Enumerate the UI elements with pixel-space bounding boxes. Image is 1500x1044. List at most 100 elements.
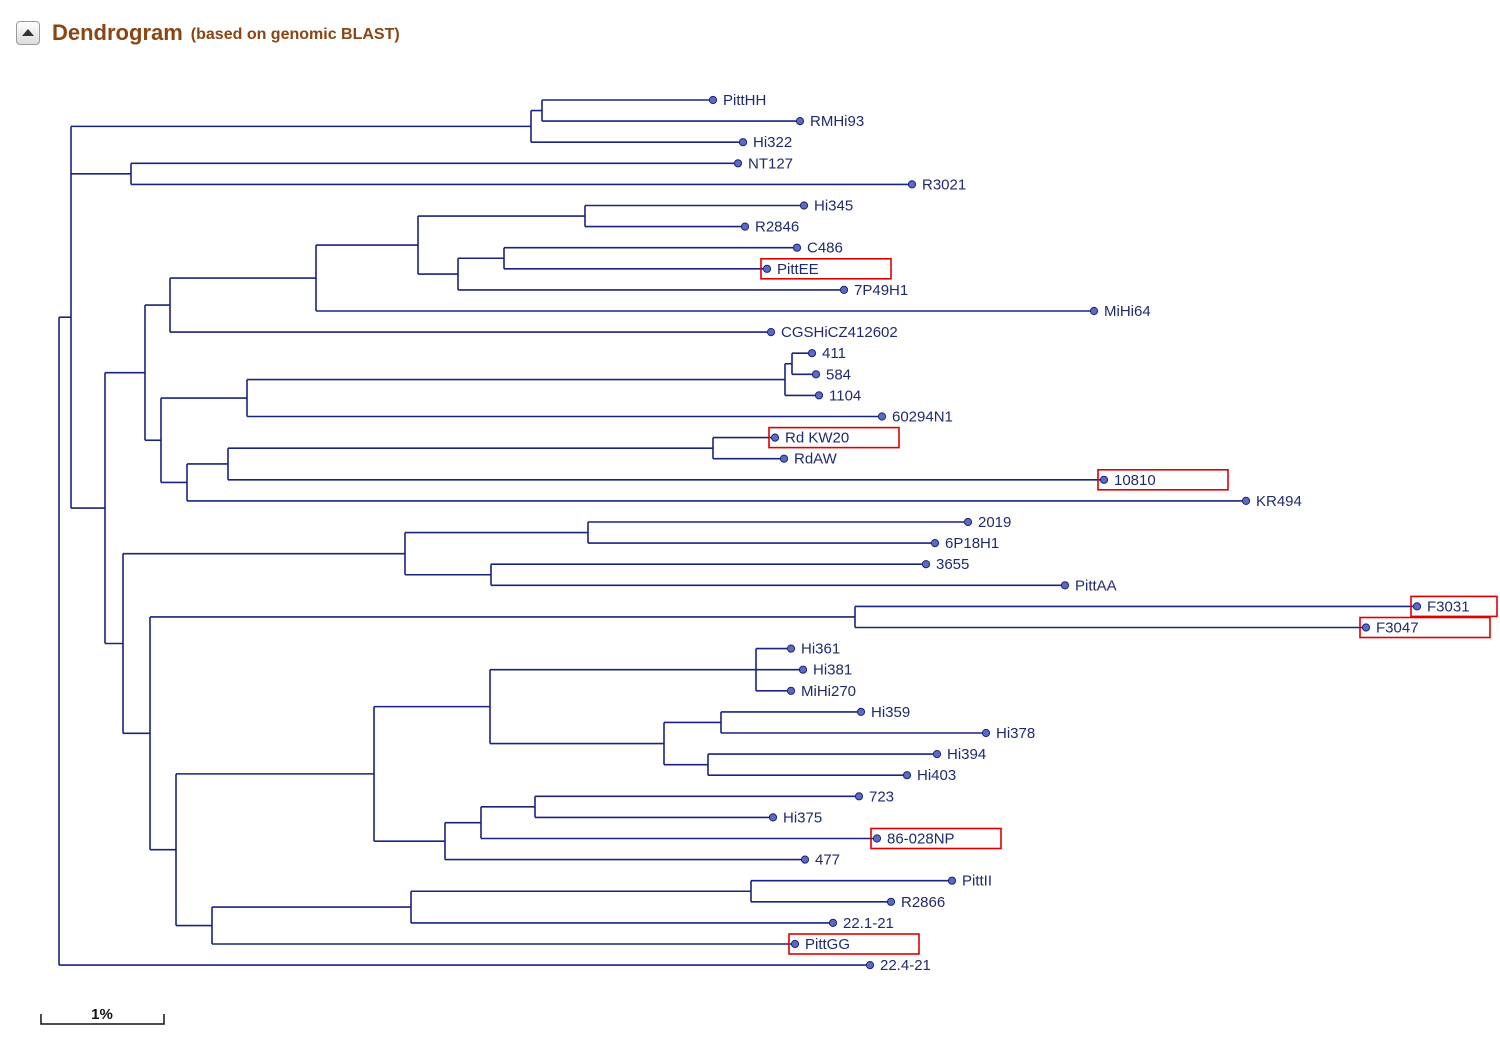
leaf-marker-icon[interactable] [907,180,917,189]
leaf-node[interactable]: 411 [807,345,846,362]
leaf-marker-icon[interactable] [814,391,824,400]
leaf-marker-icon[interactable] [790,939,800,949]
leaf-node[interactable]: R2866 [886,894,945,911]
leaf-node[interactable]: 22.1-21 [828,915,894,932]
leaf-label[interactable]: RdAW [794,451,838,468]
leaf-label[interactable]: 86-028NP [887,831,955,848]
leaf-marker-icon[interactable] [856,707,866,717]
leaf-node[interactable]: Hi375 [768,809,822,826]
leaf-label[interactable]: 477 [815,852,840,869]
leaf-label[interactable]: 411 [822,345,846,362]
leaf-label[interactable]: 60294N1 [892,409,953,426]
leaf-marker-icon[interactable] [708,95,718,105]
leaf-node[interactable]: Hi403 [902,767,956,784]
leaf-label[interactable]: Hi361 [801,641,840,658]
leaf-marker-icon[interactable] [762,264,772,273]
leaf-label[interactable]: Hi403 [917,767,956,784]
leaf-marker-icon[interactable] [947,876,957,885]
leaf-marker-icon[interactable] [839,285,849,294]
leaf-marker-icon[interactable] [963,517,973,527]
leaf-marker-icon[interactable] [854,792,864,801]
leaf-node[interactable]: PittII [947,873,992,890]
leaf-node[interactable]: 2019 [963,514,1011,531]
leaf-label[interactable]: Hi375 [783,809,822,826]
leaf-label[interactable]: MiHi270 [801,683,856,700]
leaf-label[interactable]: Hi378 [996,725,1035,742]
leaf-label[interactable]: C486 [807,240,843,257]
leaf-node[interactable]: KR494 [1241,493,1302,510]
leaf-label[interactable]: 7P49H1 [854,282,908,299]
leaf-node[interactable]: F3031 [1412,598,1470,615]
leaf-label[interactable]: PittHH [723,92,766,109]
leaf-label[interactable]: 2019 [978,514,1011,531]
leaf-marker-icon[interactable] [779,454,789,463]
leaf-label[interactable]: 723 [869,788,894,805]
leaf-node[interactable]: 477 [800,852,840,869]
leaf-node[interactable]: Hi381 [798,662,852,679]
leaf-marker-icon[interactable] [886,897,896,906]
leaf-label[interactable]: R3021 [922,176,966,193]
leaf-marker-icon[interactable] [1361,623,1371,632]
leaf-node[interactable]: 584 [811,366,851,383]
leaf-marker-icon[interactable] [733,159,743,168]
leaf-node[interactable]: F3047 [1361,620,1419,637]
leaf-node[interactable]: NT127 [733,155,793,172]
leaf-label[interactable]: F3031 [1427,598,1470,615]
leaf-marker-icon[interactable] [770,433,780,442]
leaf-marker-icon[interactable] [902,771,912,780]
leaf-label[interactable]: KR494 [1256,493,1302,510]
leaf-label[interactable]: Hi381 [813,662,852,679]
leaf-label[interactable]: PittEE [777,261,819,278]
leaf-node[interactable]: MiHi270 [786,683,856,700]
leaf-node[interactable]: C486 [792,240,843,257]
leaf-marker-icon[interactable] [786,686,796,695]
leaf-node[interactable]: Hi322 [738,134,792,151]
leaf-label[interactable]: Hi345 [814,198,853,215]
leaf-node[interactable]: 10810 [1099,472,1156,489]
leaf-label[interactable]: F3047 [1376,620,1419,637]
leaf-node[interactable]: 723 [854,788,894,805]
leaf-node[interactable]: Hi394 [932,746,986,763]
leaf-node[interactable]: 1104 [814,387,861,404]
leaf-label[interactable]: 584 [826,366,851,383]
leaf-marker-icon[interactable] [1099,475,1109,484]
leaf-label[interactable]: 10810 [1114,472,1156,489]
leaf-marker-icon[interactable] [738,138,748,147]
leaf-marker-icon[interactable] [807,349,817,358]
leaf-label[interactable]: CGSHiCZ412602 [781,324,898,341]
leaf-label[interactable]: R2866 [901,894,945,911]
leaf-node[interactable]: Hi359 [856,704,910,721]
leaf-label[interactable]: Hi322 [753,134,792,151]
leaf-node[interactable]: Hi345 [799,198,853,215]
leaf-label[interactable]: Hi394 [947,746,986,763]
leaf-node[interactable]: PittAA [1060,577,1117,594]
leaf-node[interactable]: 6P18H1 [930,535,999,552]
leaf-label[interactable]: 3655 [936,556,969,573]
leaf-node[interactable]: 60294N1 [877,409,953,426]
leaf-label[interactable]: PittII [962,873,992,890]
leaf-marker-icon[interactable] [865,961,875,970]
leaf-marker-icon[interactable] [921,560,931,569]
leaf-label[interactable]: 1104 [829,387,861,404]
leaf-marker-icon[interactable] [766,328,776,337]
leaf-node[interactable]: MiHi64 [1089,303,1151,320]
leaf-marker-icon[interactable] [930,539,940,548]
leaf-node[interactable]: 22.4-21 [865,957,931,974]
leaf-marker-icon[interactable] [800,855,810,864]
leaf-marker-icon[interactable] [877,412,887,421]
leaf-label[interactable]: Rd KW20 [785,430,849,447]
leaf-marker-icon[interactable] [1060,581,1070,590]
leaf-node[interactable]: CGSHiCZ412602 [766,324,898,341]
leaf-marker-icon[interactable] [1089,306,1099,316]
leaf-node[interactable]: RMHi93 [795,113,864,130]
leaf-label[interactable]: R2846 [755,219,799,236]
leaf-marker-icon[interactable] [798,665,808,674]
leaf-marker-icon[interactable] [792,243,802,252]
leaf-marker-icon[interactable] [1241,496,1251,505]
leaf-label[interactable]: MiHi64 [1104,303,1151,320]
leaf-marker-icon[interactable] [799,201,809,210]
leaf-label[interactable]: Hi359 [871,704,910,721]
leaf-label[interactable]: 22.4-21 [880,957,931,974]
leaf-label[interactable]: RMHi93 [810,113,864,130]
leaf-label[interactable]: PittGG [805,936,850,953]
